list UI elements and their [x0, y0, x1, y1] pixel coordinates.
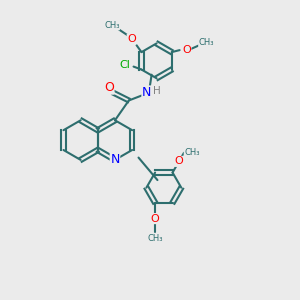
- Text: O: O: [175, 156, 183, 167]
- Text: N: N: [142, 86, 152, 99]
- Text: Cl: Cl: [119, 60, 130, 70]
- Text: O: O: [151, 214, 160, 224]
- Text: CH₃: CH₃: [147, 234, 163, 243]
- Text: O: O: [182, 45, 191, 55]
- Text: H: H: [153, 85, 160, 96]
- Text: CH₃: CH₃: [184, 148, 200, 157]
- Text: CH₃: CH₃: [199, 38, 214, 47]
- Text: O: O: [104, 81, 114, 94]
- Text: CH₃: CH₃: [104, 21, 119, 30]
- Text: N: N: [110, 153, 120, 167]
- Text: O: O: [127, 34, 136, 44]
